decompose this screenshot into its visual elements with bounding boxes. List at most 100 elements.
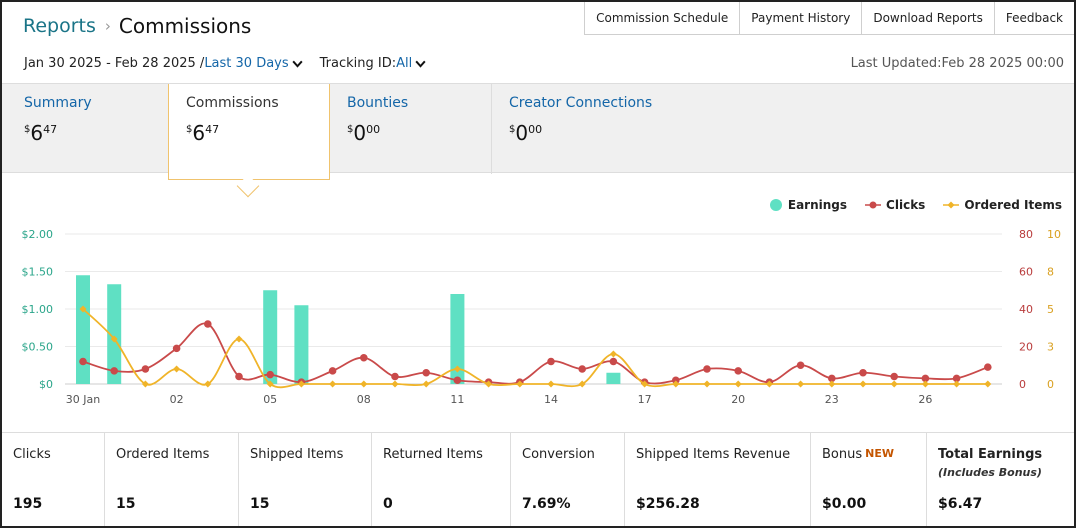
- amount-whole: 0: [515, 121, 528, 145]
- amount-cents: 00: [366, 123, 380, 136]
- x-tick-label: 11: [450, 393, 464, 406]
- tracking-id-value[interactable]: All: [396, 56, 412, 71]
- ordered-items-point: [392, 381, 399, 388]
- tab-summary[interactable]: Summary $ 6 47: [7, 84, 167, 174]
- amount-cents: 00: [528, 123, 542, 136]
- stat-value: $6.47: [938, 496, 982, 512]
- tracking-id-filter[interactable]: Tracking ID: All: [320, 56, 428, 71]
- clicks-point: [454, 376, 462, 384]
- y-right-ordered-tick: 5: [1047, 303, 1054, 316]
- clicks-point: [984, 363, 992, 371]
- stat-sublabel: (Includes Bonus): [938, 466, 1074, 479]
- y-right-clicks-tick: 20: [1019, 341, 1033, 354]
- clicks-point: [142, 365, 150, 373]
- clicks-point: [422, 369, 430, 377]
- top-nav: Commission Schedule Payment History Down…: [584, 2, 1074, 35]
- y-right-clicks-tick: 0: [1019, 378, 1026, 391]
- ordered-items-point: [984, 381, 991, 388]
- clicks-point: [859, 369, 867, 377]
- amount-cents: 47: [205, 123, 219, 136]
- x-tick-label: 02: [170, 393, 184, 406]
- tab-creator-connections[interactable]: Creator Connections $ 0 00: [492, 84, 792, 174]
- chevron-down-icon[interactable]: [414, 57, 427, 70]
- amount-whole: 0: [353, 121, 366, 145]
- clicks-point: [797, 361, 805, 369]
- tab-creator-connections-amount: $ 0 00: [509, 121, 792, 145]
- x-tick-label: 23: [825, 393, 839, 406]
- earnings-bar: [606, 373, 620, 384]
- breadcrumb: Reports › Commissions: [23, 14, 251, 38]
- y-right-clicks-tick: 60: [1019, 266, 1033, 279]
- ordered-items-point: [236, 336, 243, 343]
- clicks-point: [360, 354, 368, 362]
- stat-value: 15: [250, 496, 269, 512]
- amount-whole: 6: [30, 121, 43, 145]
- stat-ordered-items: Ordered Items 15: [105, 433, 239, 527]
- x-tick-label: 05: [263, 393, 277, 406]
- ordered-items-point: [610, 351, 617, 358]
- y-left-tick: $0.50: [22, 341, 54, 354]
- stat-shipped-items: Shipped Items 15: [239, 433, 372, 527]
- page-title: Commissions: [119, 14, 251, 38]
- ordered-items-point: [797, 381, 804, 388]
- tab-bounties[interactable]: Bounties $ 0 00: [330, 84, 492, 174]
- clicks-point: [578, 365, 586, 373]
- clicks-line: [83, 323, 988, 383]
- stat-value: 15: [116, 496, 135, 512]
- x-tick-label: 17: [638, 393, 652, 406]
- clicks-point: [703, 365, 711, 373]
- download-reports-button[interactable]: Download Reports: [861, 2, 994, 35]
- stat-label: Total Earnings: [938, 447, 1074, 462]
- tab-creator-connections-label: Creator Connections: [509, 95, 792, 111]
- breadcrumb-reports-link[interactable]: Reports: [23, 15, 96, 37]
- stat-shipped-revenue: Shipped Items Revenue $256.28: [625, 433, 811, 527]
- x-tick-label: 30 Jan: [66, 393, 100, 406]
- stat-value: $256.28: [636, 496, 700, 512]
- y-right-ordered-tick: 10: [1047, 228, 1061, 241]
- tab-commissions[interactable]: Commissions $ 6 47: [168, 84, 330, 180]
- date-filter-row: Jan 30 2025 - Feb 28 2025 / Last 30 Days…: [24, 56, 427, 71]
- stat-label: Returned Items: [383, 447, 510, 462]
- y-right-clicks-tick: 80: [1019, 228, 1033, 241]
- payment-history-button[interactable]: Payment History: [739, 2, 861, 35]
- ordered-items-point: [953, 381, 960, 388]
- tab-summary-amount: $ 6 47: [24, 121, 167, 145]
- new-badge: NEW: [865, 447, 894, 460]
- stat-label: Ordered Items: [116, 447, 238, 462]
- y-left-tick: $1.50: [22, 266, 54, 279]
- stat-conversion: Conversion 7.69%: [511, 433, 625, 527]
- earnings-chart: $0$0.50$1.00$1.50$2.0002040608003581030 …: [2, 192, 1074, 422]
- clicks-point: [266, 371, 274, 379]
- stat-label: Clicks: [13, 447, 104, 462]
- clicks-point: [235, 373, 243, 381]
- summary-tabs: Summary $ 6 47 Commissions $ 6 47 Bounti…: [2, 83, 1074, 173]
- chevron-right-icon: ›: [105, 17, 111, 35]
- last-updated: Last Updated:Feb 28 2025 00:00: [851, 56, 1064, 71]
- stats-bar: Clicks 195 Ordered Items 15 Shipped Item…: [2, 432, 1074, 526]
- bonus-label: Bonus: [822, 447, 862, 462]
- tab-bounties-label: Bounties: [347, 95, 491, 111]
- feedback-button[interactable]: Feedback: [994, 2, 1074, 35]
- clicks-point: [173, 345, 181, 353]
- tab-bounties-amount: $ 0 00: [347, 121, 491, 145]
- clicks-point: [890, 373, 898, 381]
- earnings-bar: [263, 290, 277, 384]
- date-preset-dropdown[interactable]: Last 30 Days: [204, 56, 288, 71]
- stat-value: 0: [383, 496, 393, 512]
- clicks-point: [204, 320, 212, 328]
- clicks-point: [547, 358, 555, 366]
- x-tick-label: 14: [544, 393, 558, 406]
- stat-returned-items: Returned Items 0: [372, 433, 511, 527]
- amount-cents: 47: [43, 123, 57, 136]
- y-right-ordered-tick: 8: [1047, 266, 1054, 279]
- ordered-items-point: [173, 366, 180, 373]
- commission-schedule-button[interactable]: Commission Schedule: [584, 2, 739, 35]
- ordered-items-point: [891, 381, 898, 388]
- tracking-id-label: Tracking ID:: [320, 56, 396, 71]
- x-tick-label: 08: [357, 393, 371, 406]
- clicks-point: [110, 367, 118, 375]
- stat-label: Conversion: [522, 447, 624, 462]
- stat-label: Shipped Items Revenue: [636, 447, 810, 462]
- chevron-down-icon[interactable]: [291, 57, 304, 70]
- clicks-point: [734, 367, 742, 375]
